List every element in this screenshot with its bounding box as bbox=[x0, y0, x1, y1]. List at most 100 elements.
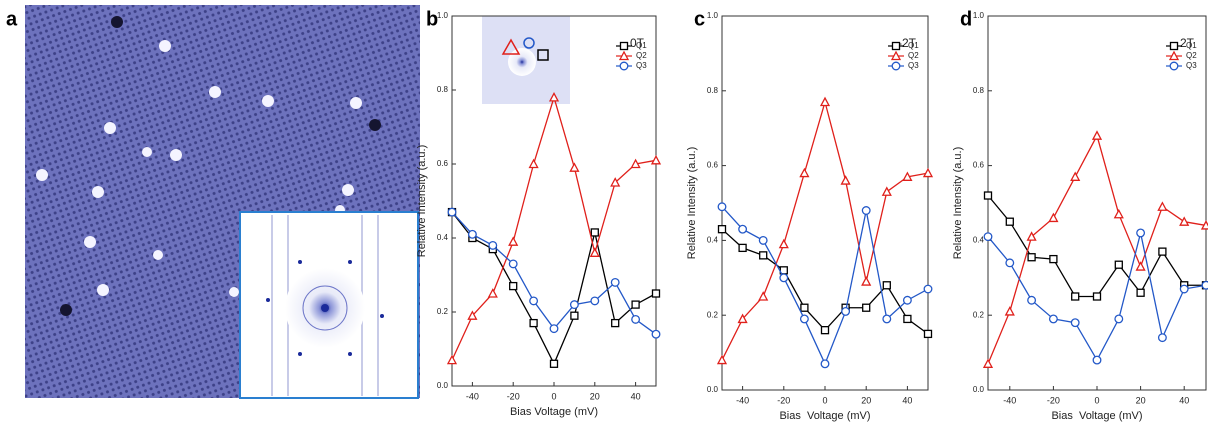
legend-marker bbox=[619, 61, 629, 71]
marker bbox=[717, 225, 727, 234]
marker bbox=[611, 318, 620, 328]
series-line bbox=[721, 206, 929, 366]
y-tick-label: 0.6 bbox=[437, 159, 449, 168]
marker bbox=[1071, 292, 1080, 301]
marker bbox=[923, 284, 933, 294]
x-axis-label: Bias Voltage (mV) bbox=[1051, 410, 1142, 422]
marker bbox=[589, 247, 600, 257]
marker bbox=[570, 311, 579, 320]
series-line bbox=[451, 211, 657, 366]
x-tick-label: 40 bbox=[631, 391, 641, 401]
x-tick-label: 40 bbox=[902, 395, 912, 405]
marker bbox=[487, 288, 498, 298]
marker bbox=[1113, 208, 1124, 219]
marker bbox=[1070, 171, 1081, 181]
marker bbox=[529, 318, 538, 328]
marker bbox=[1157, 333, 1167, 343]
legend-marker bbox=[1168, 50, 1180, 61]
legend-marker bbox=[1169, 61, 1179, 71]
y-tick-label: 0.0 bbox=[973, 385, 985, 394]
legend-marker bbox=[1169, 41, 1179, 51]
marker bbox=[508, 259, 518, 269]
marker bbox=[610, 277, 620, 287]
marker bbox=[882, 314, 892, 324]
y-tick-label: 1.0 bbox=[437, 11, 449, 20]
legend-marker bbox=[891, 41, 901, 51]
marker bbox=[717, 202, 727, 212]
legend-label: Q2 bbox=[636, 51, 647, 60]
y-tick-label: 0.8 bbox=[707, 86, 719, 95]
marker bbox=[1114, 314, 1124, 324]
marker bbox=[902, 171, 913, 181]
y-tick-label: 0.6 bbox=[707, 161, 719, 170]
marker bbox=[467, 310, 478, 320]
marker bbox=[447, 207, 457, 217]
marker bbox=[467, 229, 477, 239]
marker bbox=[903, 314, 912, 324]
marker bbox=[529, 296, 539, 306]
x-tick-label: 0 bbox=[822, 395, 827, 405]
y-tick-label: 0.2 bbox=[437, 307, 449, 316]
y-tick-label: 0.4 bbox=[707, 236, 719, 245]
marker bbox=[738, 224, 748, 234]
x-tick-label: -20 bbox=[777, 395, 790, 405]
marker bbox=[630, 158, 641, 169]
fft-inset bbox=[482, 16, 570, 104]
y-tick-label: 0.6 bbox=[973, 161, 985, 170]
x-axis-label: Bias Voltage (mV) bbox=[779, 410, 870, 422]
marker bbox=[1027, 253, 1036, 262]
marker bbox=[569, 300, 579, 310]
marker bbox=[650, 154, 662, 165]
legend-label: Q1 bbox=[908, 41, 919, 50]
y-tick-label: 0.8 bbox=[973, 86, 985, 95]
marker bbox=[820, 326, 830, 335]
marker bbox=[778, 238, 789, 249]
legend-label: Q3 bbox=[908, 61, 919, 70]
marker bbox=[982, 358, 994, 368]
marker bbox=[1070, 318, 1080, 328]
y-tick-label: 0.2 bbox=[707, 310, 719, 319]
x-tick-label: -20 bbox=[1047, 395, 1060, 405]
y-axis-label: Relative Intensity (a.u.) bbox=[416, 145, 428, 258]
x-tick-label: -40 bbox=[736, 395, 749, 405]
marker bbox=[549, 359, 559, 368]
marker bbox=[983, 232, 993, 242]
marker bbox=[590, 228, 599, 237]
marker bbox=[738, 243, 747, 253]
annotation: 2T bbox=[1180, 36, 1195, 50]
marker bbox=[881, 186, 892, 196]
marker bbox=[983, 191, 993, 200]
legend-marker bbox=[891, 61, 901, 71]
marker bbox=[861, 206, 871, 215]
legend-label: Q1 bbox=[636, 41, 647, 50]
marker bbox=[1179, 284, 1189, 294]
y-tick-label: 0.2 bbox=[973, 310, 985, 319]
marker bbox=[882, 281, 891, 290]
legend-label: Q1 bbox=[1186, 41, 1197, 50]
stm-image bbox=[25, 5, 420, 399]
panel-label: c bbox=[694, 8, 705, 30]
marker bbox=[569, 162, 580, 172]
marker bbox=[840, 175, 851, 185]
marker bbox=[590, 296, 600, 306]
marker bbox=[1026, 231, 1037, 241]
marker bbox=[1091, 130, 1103, 140]
x-tick-label: -40 bbox=[1003, 395, 1016, 405]
series-line bbox=[721, 228, 929, 335]
marker bbox=[610, 177, 621, 187]
series-line bbox=[451, 95, 657, 361]
x-tick-label: 0 bbox=[551, 391, 556, 401]
marker bbox=[1092, 355, 1102, 365]
series-line bbox=[451, 211, 657, 335]
marker bbox=[800, 303, 809, 312]
legend-label: Q3 bbox=[636, 61, 647, 70]
marker bbox=[758, 291, 769, 301]
legend-label: Q2 bbox=[908, 51, 919, 60]
y-tick-label: 0.8 bbox=[437, 85, 449, 94]
y-tick-label: 1.0 bbox=[707, 11, 719, 20]
x-tick-label: 0 bbox=[1094, 395, 1099, 405]
y-tick-label: 0.4 bbox=[973, 236, 985, 245]
marker bbox=[1158, 247, 1167, 256]
y-axis-label: Relative Intensity (a.u.) bbox=[686, 147, 698, 260]
